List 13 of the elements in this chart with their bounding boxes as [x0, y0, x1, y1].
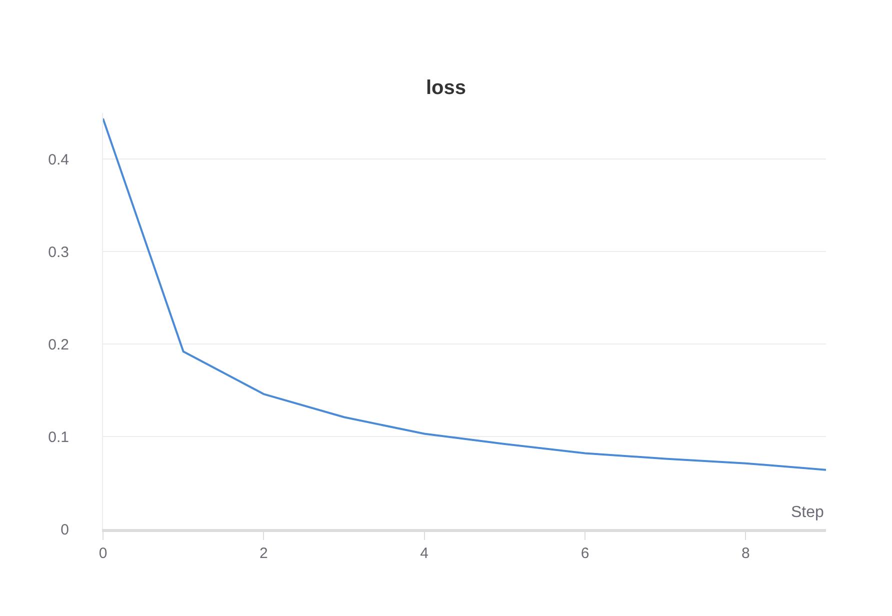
x-axis-title: Step: [791, 504, 824, 521]
x-tick-label: 2: [260, 545, 268, 562]
x-tick-label: 8: [742, 545, 750, 562]
chart-title: loss: [426, 77, 466, 99]
y-tick-label: 0: [60, 521, 69, 538]
x-tick-label: 0: [98, 545, 108, 562]
y-tick-label: 0.4: [48, 151, 69, 168]
y-tick-label: 0.3: [48, 244, 69, 261]
y-tick-label: 0.2: [48, 336, 69, 354]
line-series: [103, 118, 826, 471]
x-tick-label: 6: [580, 545, 590, 562]
x-tick-label: 4: [420, 545, 428, 562]
y-tick-label: 0.1: [48, 428, 69, 446]
